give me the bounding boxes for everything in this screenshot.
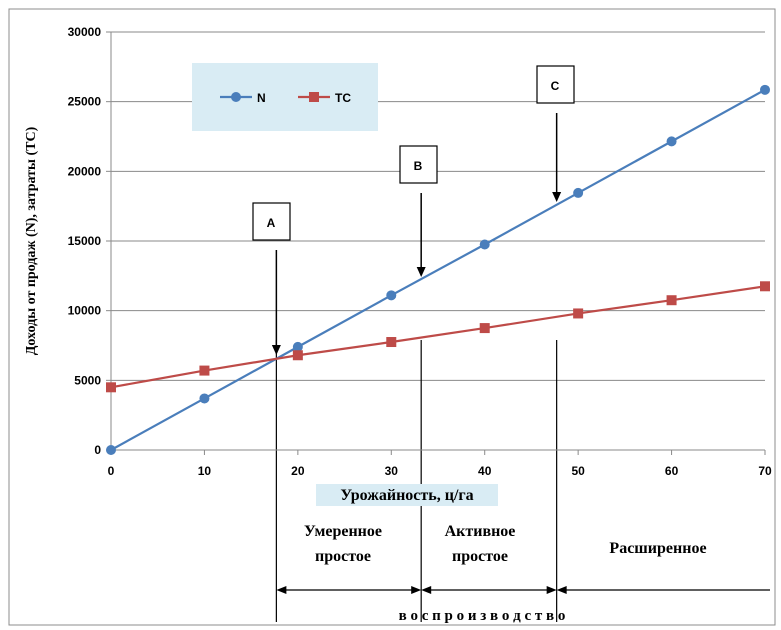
marker-guides [275, 340, 558, 622]
y-tick-label: 15000 [68, 234, 102, 248]
data-point [760, 84, 770, 95]
zone-arrowhead-right [546, 586, 557, 594]
x-axis-label-bg [316, 484, 498, 506]
reproduction-zones: Умеренное простое Активное простое Расширенн… [276, 523, 770, 624]
callout-label: A [267, 216, 276, 230]
zone-label-line2: простое [315, 548, 371, 565]
y-axis-label-group: Доходы от продаж (N), затраты (ТС) [24, 126, 39, 355]
data-point [292, 350, 303, 361]
data-point [479, 323, 490, 334]
zone-label-line2: простое [452, 548, 508, 565]
x-tick-label: 40 [478, 464, 492, 478]
x-axis-label: Урожайность, ц/га [340, 487, 473, 504]
legend-marker [231, 92, 241, 102]
y-tick-label: 0 [94, 443, 101, 457]
chart-border [8, 8, 776, 626]
zone-label-line1: Расширенное [609, 540, 706, 557]
callout-box-b [399, 145, 438, 184]
legend: N ТС [192, 63, 378, 131]
zone-label-line1: Умеренное [304, 523, 382, 540]
data-point [106, 445, 116, 455]
zone-arrowhead-left [276, 586, 287, 594]
x-tick-label: 20 [291, 464, 305, 478]
callout-box-c [536, 65, 575, 104]
x-tick-label: 0 [108, 464, 115, 478]
series-group [106, 84, 770, 455]
zone-arrowhead-left [556, 586, 567, 594]
data-point [106, 382, 116, 393]
callouts: A B C [252, 65, 575, 355]
zone-arrowhead-right [411, 586, 422, 594]
data-point [199, 365, 210, 376]
x-tick-label: 70 [758, 464, 772, 478]
zone-label-line1: Активное [445, 523, 516, 540]
y-tick-label: 5000 [74, 373, 101, 387]
data-point [386, 337, 397, 348]
data-point [386, 290, 397, 301]
x-axis-label-group: Урожайность, ц/га [316, 484, 498, 506]
callout-box-a [252, 202, 291, 241]
legend-marker [309, 92, 319, 102]
bottom-caption: в о с п р о и з в о д с т в о [399, 608, 566, 624]
legend-label-tc: ТС [335, 91, 351, 105]
series-line-n [110, 88, 766, 451]
tick-labels: 0 5000 10000 15000 20000 25000 30000 0 10 20 30 40 5… [68, 25, 772, 478]
x-tick-label: 60 [665, 464, 679, 478]
legend-label-n: N [257, 91, 266, 105]
data-point [479, 239, 490, 250]
callout-arrowhead [271, 345, 281, 355]
callout-arrowhead [416, 267, 426, 277]
data-point [292, 341, 303, 352]
y-tick-label: 25000 [68, 95, 102, 109]
data-point [760, 281, 770, 292]
x-tick-label: 50 [571, 464, 585, 478]
series-line-tc [110, 285, 766, 389]
callout-label: C [551, 79, 560, 93]
x-tick-label: 30 [385, 464, 399, 478]
data-point [666, 295, 677, 306]
data-point [573, 187, 584, 198]
data-point [666, 136, 677, 147]
x-tick-label: 10 [198, 464, 212, 478]
y-tick-label: 20000 [68, 164, 102, 178]
zone-arrowhead-left [421, 586, 432, 594]
y-axis-label: Доходы от продаж (N), затраты (ТС) [24, 126, 39, 355]
data-point [573, 308, 584, 319]
callout-arrowhead [552, 192, 562, 202]
callout-label: B [414, 159, 423, 173]
y-tick-label: 30000 [68, 25, 102, 39]
data-point [199, 393, 210, 404]
y-tick-label: 10000 [68, 304, 102, 318]
